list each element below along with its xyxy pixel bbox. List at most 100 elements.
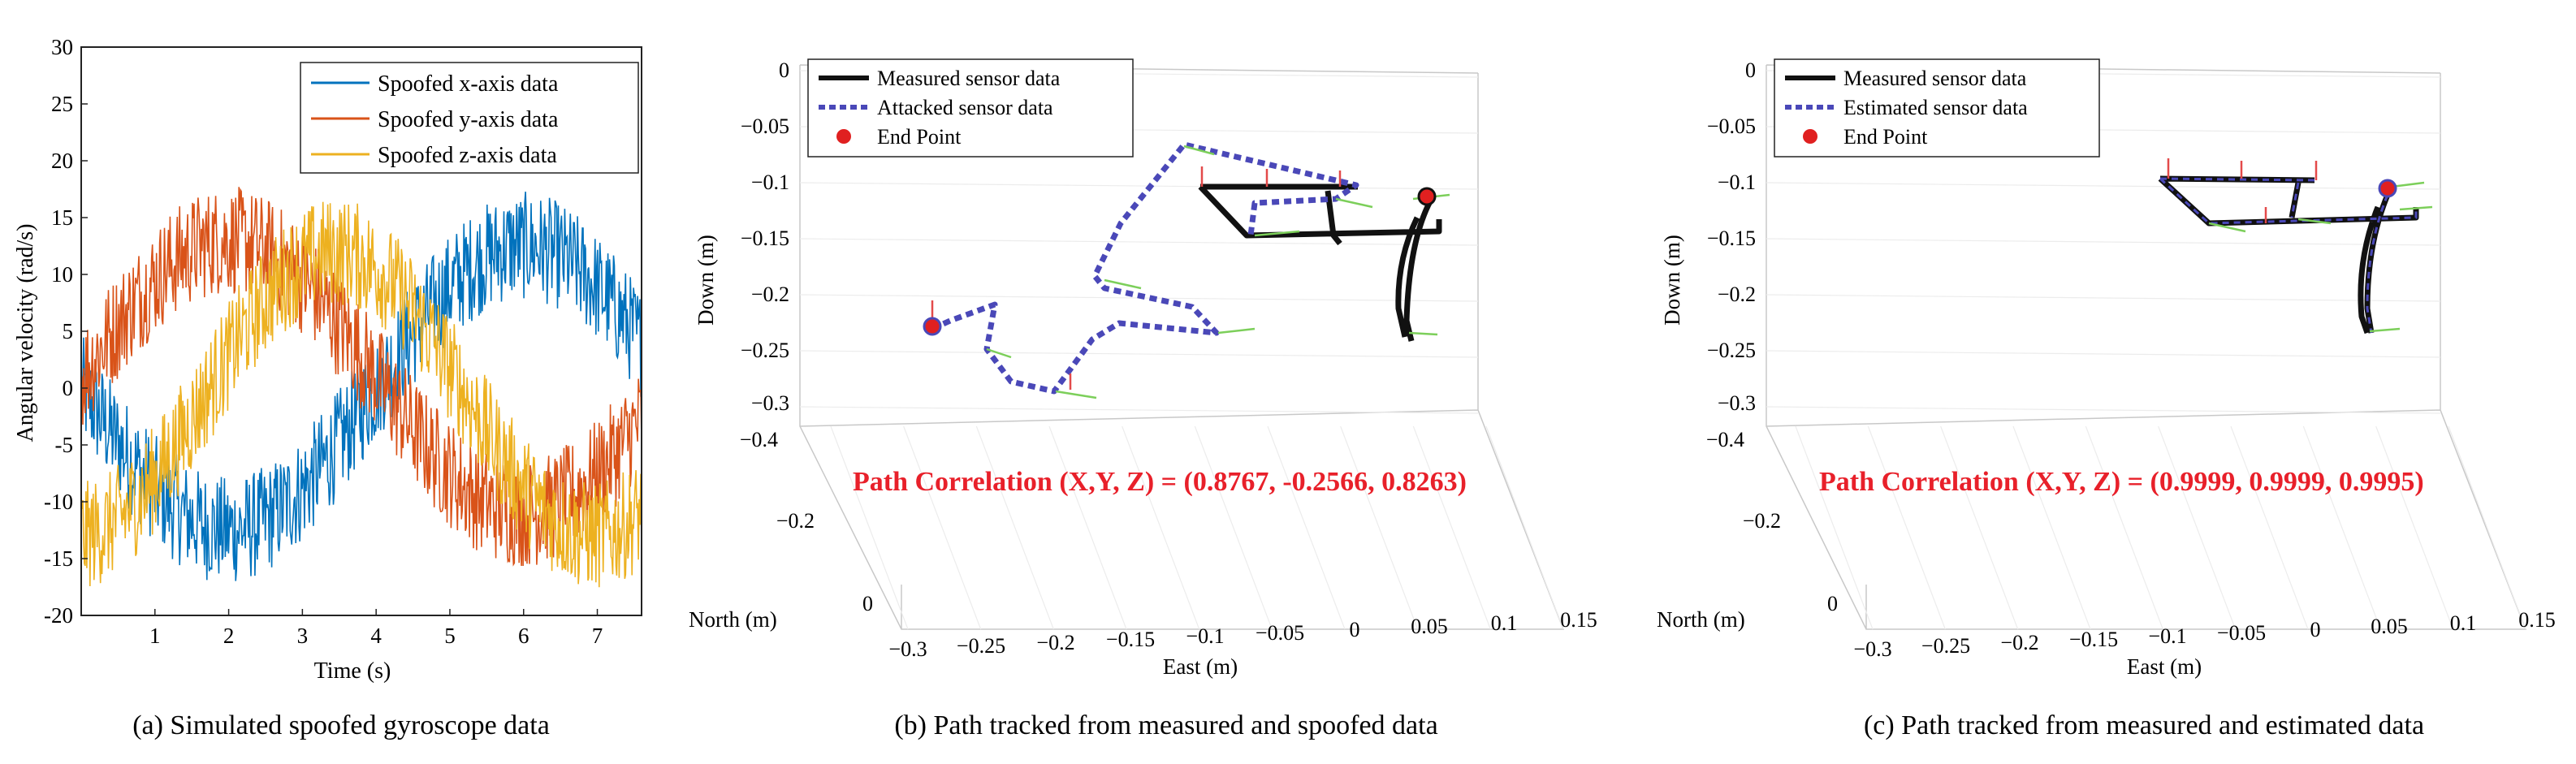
legend-label-x-axis: Spoofed x-axis data [378,71,559,97]
grid-line [1795,425,1874,630]
a-x-tick-label: 4 [370,624,382,648]
c-east-tick-6: 0 [2310,618,2321,641]
c-down-tick-1: −0.05 [1707,114,1756,138]
b-east-tick-6: 0 [1350,618,1360,641]
b-legend-label-measured: Measured sensor data [877,67,1061,90]
c-legend-label-estimated: Estimated sensor data [1843,96,2028,119]
c-estimated-path [2159,177,2418,334]
grid-line [1267,425,1346,630]
c-legend-swatch-endpoint [1803,129,1817,144]
c-north-tick-1: −0.2 [1743,509,1781,533]
panel-b-3d-path-chart: 0 −0.05 −0.1 −0.15 −0.2 −0.25 −0.3 Down … [689,58,1597,740]
c-down-tick-6: −0.3 [1718,391,1756,415]
grid-line [2012,425,2091,630]
b-east-tick-7: 0.05 [1411,615,1448,638]
b-east-tick-0: −0.3 [888,637,927,661]
c-down-axis-label: Down (m) [1660,235,1684,326]
panel-c-grid [1766,70,2526,630]
c-east-tick-3: −0.15 [2069,628,2118,651]
c-east-tick-4: −0.1 [2148,624,2186,648]
b-east-tick-9: 0.15 [1560,608,1597,632]
panel-a-legend: Spoofed x-axis data Spoofed y-axis data … [300,62,639,174]
panel-b-legend: Measured sensor data Attacked sensor dat… [807,58,1134,158]
c-east-tick-8: 0.1 [2450,611,2477,635]
c-down-tick-2: −0.1 [1718,170,1756,194]
c-down-tick-5: −0.25 [1707,339,1756,362]
c-orientation-markers [2208,181,2433,333]
a-y-tick-label: 5 [63,319,74,343]
c-east-tick-5: −0.05 [2217,621,2266,645]
b-path-correlation: Path Correlation (X,Y, Z) = (0.8767, -0.… [853,467,1467,497]
a-x-tick-label: 6 [518,624,529,648]
panel-c-paths [2158,158,2433,335]
b-down-tick-4: −0.2 [751,283,789,306]
legend-label-y-axis: Spoofed y-axis data [378,107,559,132]
b-east-tick-8: 0.1 [1491,611,1518,635]
b-down-axis-label: Down (m) [694,235,718,326]
b-north-tick-0: −0.4 [740,428,778,451]
grid-line [1940,425,2019,630]
panel-a-series-group [80,187,642,588]
c-east-axis-label: East (m) [2127,654,2202,679]
caption-a: (a) Simulated spoofed gyroscope data [132,710,550,740]
a-y-tick-label: 20 [51,149,73,173]
grid-line [2230,425,2309,630]
b-end-point-measured [1417,187,1437,206]
b-east-axis-label: East (m) [1163,654,1238,679]
grid-line [2085,425,2163,630]
a-y-tick-label: 25 [51,92,73,116]
b-east-tick-4: −0.1 [1186,624,1224,648]
b-north-tick-2: 0 [862,592,873,615]
b-down-tick-0: 0 [779,58,789,82]
c-north-axis-label: North (m) [1657,607,1745,632]
grid-line [1766,294,2441,302]
c-north-tick-2: 0 [1827,592,1838,615]
grid-line [2302,425,2381,630]
b-legend-label-attacked: Attacked sensor data [877,96,1053,119]
c-orientation-markers-red [2167,158,2318,223]
a-y-tick-label: -5 [55,433,74,457]
grid-line [1048,425,1127,630]
a-y-tick-label: 10 [51,262,73,287]
grid-line [1194,425,1273,630]
a-y-tick-label: 30 [51,35,73,59]
b-east-tick-2: −0.2 [1036,631,1074,654]
a-x-tick-label: 5 [444,624,456,648]
grid-line [2448,425,2526,630]
c-north-tick-0: −0.4 [1706,428,1744,451]
a-x-tick-label: 1 [149,624,161,648]
series-z-axis-line [80,201,642,588]
panel-c-3d-path-chart: 0 −0.05 −0.1 −0.15 −0.2 −0.25 −0.3 Down … [1657,58,2556,740]
grid-line [2375,425,2454,630]
grid-line [830,425,909,630]
series-y-axis-line [80,187,642,567]
c-east-tick-7: 0.05 [2371,615,2408,638]
a-y-tick-label: -15 [44,546,73,571]
c-east-tick-0: −0.3 [1853,637,1891,661]
c-end-point [2378,179,2397,198]
panel-c-legend: Measured sensor data Estimated sensor da… [1774,58,2100,158]
c-down-tick-3: −0.15 [1707,227,1756,250]
c-down-tick-0: 0 [1745,58,1756,82]
panel-a-x-axis-label: Time (s) [314,658,391,684]
b-down-tick-1: −0.05 [741,114,789,138]
grid-line [799,238,1479,246]
grid-line [799,406,1479,414]
a-y-tick-label: -20 [44,603,73,628]
c-east-tick-9: 0.15 [2518,608,2556,632]
b-end-point-attacked [923,317,942,336]
b-legend-label-endpoint: End Point [877,125,962,149]
a-x-tick-label: 3 [297,624,309,648]
b-north-axis-label: North (m) [689,607,777,632]
grid-line [1340,425,1419,630]
grid-line [1766,238,2441,246]
c-path-correlation: Path Correlation (X,Y, Z) = (0.9999, 0.9… [1819,467,2424,497]
grid-line [1412,425,1491,630]
b-measured-path [1198,183,1442,342]
legend-label-z-axis: Spoofed z-axis data [378,143,557,168]
grid-line [903,425,982,630]
grid-line [799,350,1479,358]
grid-line [799,182,1479,190]
caption-c: (c) Path tracked from measured and estim… [1864,710,2424,740]
grid-line [1122,425,1200,630]
